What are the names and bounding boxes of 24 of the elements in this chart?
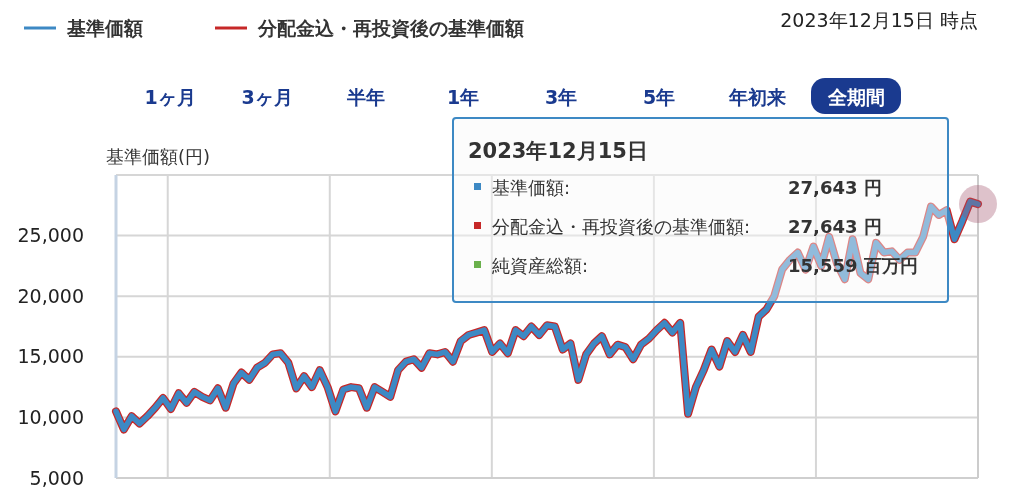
text: 3ヶ月 bbox=[241, 86, 293, 108]
text: 半年 bbox=[346, 86, 385, 108]
y-tick-label: 5,000 bbox=[29, 466, 84, 489]
legend-label: 分配金込・再投資後の基準価額 bbox=[257, 17, 524, 39]
text: 1年 bbox=[446, 86, 480, 108]
text: 年初来 bbox=[727, 86, 786, 108]
annotation: 純資産総額: bbox=[492, 255, 589, 276]
text: 1ヶ月 bbox=[144, 86, 196, 108]
annotation: 27,643 円 bbox=[788, 216, 882, 237]
y-axis-title: 基準価額(円) bbox=[106, 146, 211, 167]
annotation: 15,559 百万円 bbox=[788, 255, 918, 276]
chart-subtitle: 2023年12月15日 時点 bbox=[780, 9, 978, 31]
text: 3年 bbox=[544, 86, 578, 108]
text: 2023年12月15日 bbox=[468, 139, 648, 163]
annotation: 27,643 円 bbox=[788, 177, 882, 198]
text: 5年 bbox=[642, 86, 676, 108]
y-tick-label: 10,000 bbox=[17, 406, 84, 429]
annotation: 分配金込・再投資後の基準価額: bbox=[492, 216, 751, 237]
annotation: 基準価額: bbox=[492, 177, 571, 198]
y-tick-label: 25,000 bbox=[17, 224, 84, 247]
y-tick-label: 20,000 bbox=[17, 284, 84, 307]
y-tick-label: 15,000 bbox=[17, 345, 84, 368]
legend-label: 基準価額 bbox=[66, 17, 143, 39]
text: 全期間 bbox=[826, 86, 885, 108]
